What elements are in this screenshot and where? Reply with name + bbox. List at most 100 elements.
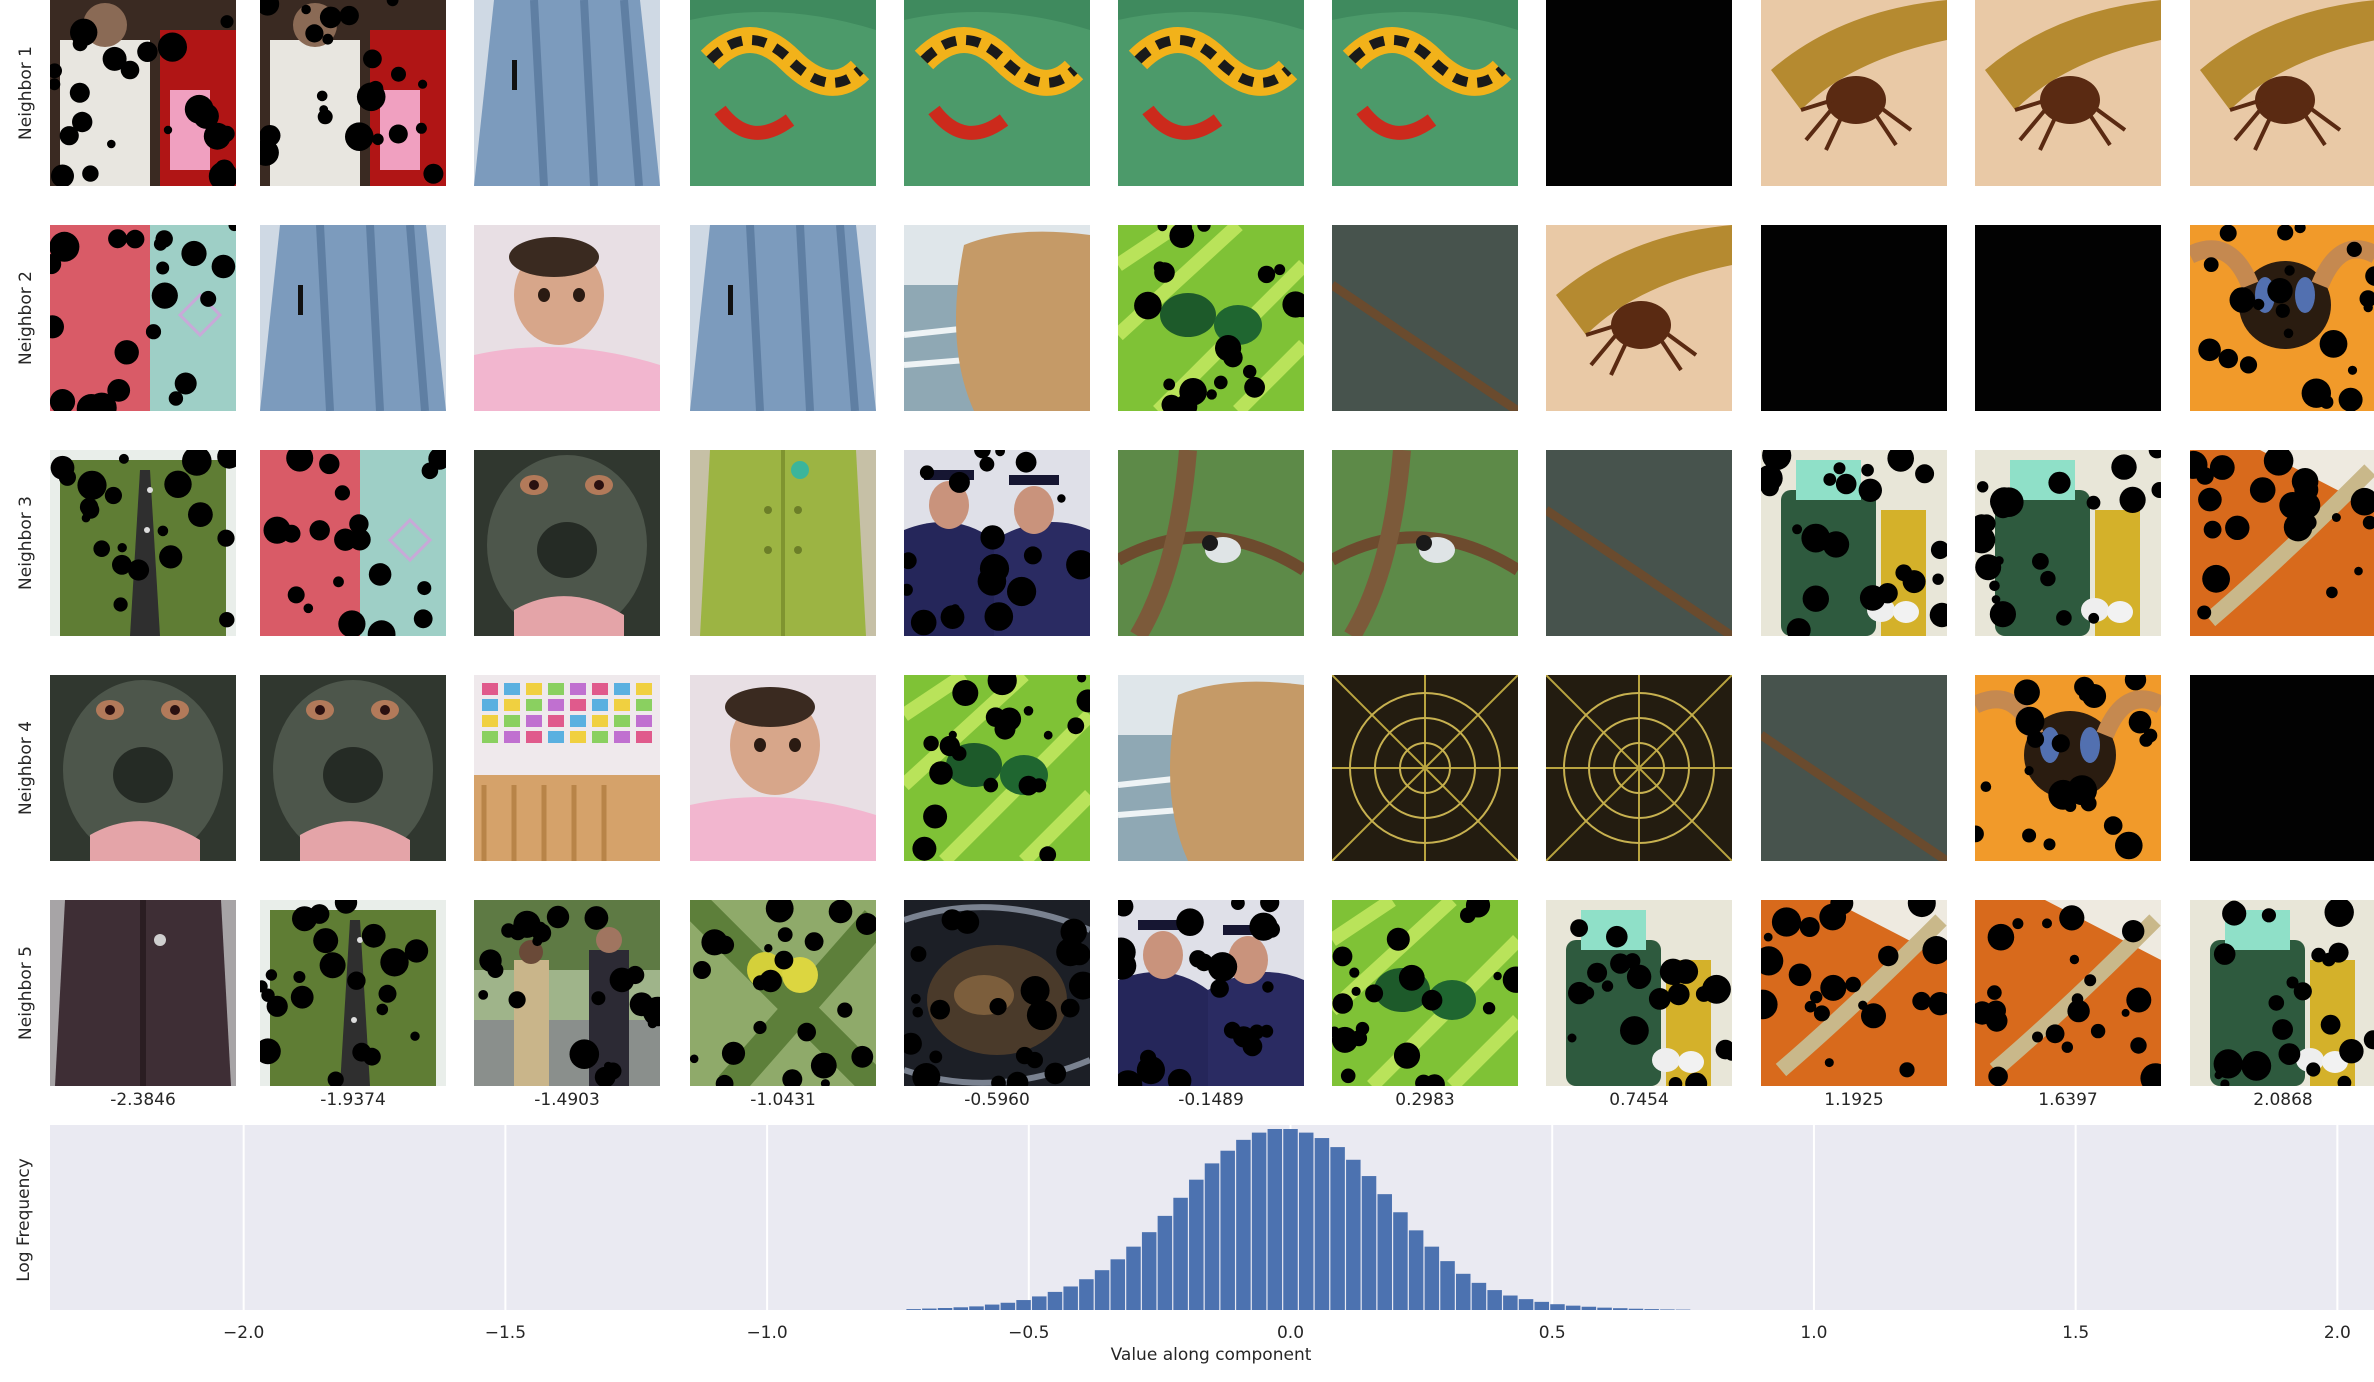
neighbor-thumbnail <box>2190 450 2374 636</box>
masked-photo-feather-on-orange <box>1975 900 2161 1086</box>
neighbor-thumbnail <box>904 0 1090 186</box>
photo-blue-skirt <box>690 225 876 411</box>
histogram-bar <box>984 1304 1000 1310</box>
neighbor-thumbnail <box>1546 0 1732 186</box>
neighbor-thumbnail <box>1761 900 1947 1086</box>
neighbor-thumbnail <box>260 900 446 1086</box>
histogram-bar <box>1393 1212 1408 1310</box>
neighbor-thumbnail <box>50 225 236 411</box>
histogram-bar <box>1157 1215 1173 1310</box>
histogram-bar <box>906 1309 921 1310</box>
black-image <box>1975 225 2161 411</box>
neighbor-thumbnail <box>260 225 446 411</box>
histogram-bar <box>1079 1279 1094 1310</box>
photo-tick-on-finger <box>1975 0 2161 186</box>
masked-photo-bee <box>2190 225 2374 411</box>
photo-salamander-on-leaf <box>1332 0 1518 186</box>
masked-photo-green-beetle <box>1118 225 1304 411</box>
masked-photo-black-bag <box>904 900 1090 1086</box>
x-tick-label: −1.5 <box>485 1323 526 1343</box>
photo-tick-on-finger <box>2190 0 2374 186</box>
histogram-bar <box>1377 1194 1392 1310</box>
neighbor-thumbnail <box>474 0 660 186</box>
masked-photo-fruit-on-branch <box>690 900 876 1086</box>
histogram-bar <box>1047 1291 1063 1310</box>
histogram-bar <box>1628 1308 1644 1310</box>
masked-photo-person-in-robe <box>260 0 446 186</box>
neighbor-thumbnail <box>904 675 1090 861</box>
histogram-bar <box>1141 1232 1157 1310</box>
masked-photo-pink-shirt <box>50 225 236 411</box>
histogram-bar <box>1597 1307 1612 1310</box>
histogram-bar <box>1236 1139 1251 1310</box>
photo-gorilla-face <box>474 450 660 636</box>
photo-baby <box>474 225 660 411</box>
neighbor-thumbnail <box>1546 225 1732 411</box>
x-tick-label: −2.0 <box>223 1323 264 1343</box>
histogram-bar <box>1408 1230 1424 1310</box>
histogram-bar <box>1173 1197 1188 1310</box>
photo-spider-web <box>1332 675 1518 861</box>
masked-photo-bee <box>1975 675 2161 861</box>
column-value: 0.2983 <box>1395 1090 1455 1110</box>
column-value: 1.1925 <box>1824 1090 1884 1110</box>
masked-photo-green-cardigan <box>50 450 236 636</box>
photo-bird-on-branch <box>1332 450 1518 636</box>
histogram-bar <box>1204 1163 1220 1310</box>
neighbor-thumbnail <box>1761 225 1947 411</box>
neighbor-thumbnail <box>1761 0 1947 186</box>
photo-tick-on-finger <box>1761 0 1947 186</box>
histogram-bar <box>1016 1300 1031 1310</box>
neighbor-thumbnail <box>1975 0 2161 186</box>
histogram-bar <box>1550 1304 1565 1310</box>
photo-stick-on-grey <box>1546 450 1732 636</box>
photo-fur-coat <box>50 900 236 1086</box>
photo-salamander-on-leaf <box>904 0 1090 186</box>
photo-nursery-wall <box>474 675 660 861</box>
histogram-bar <box>1063 1286 1078 1310</box>
masked-photo-green-jar <box>1761 450 1947 636</box>
neighbor-thumbnail <box>1975 900 2161 1086</box>
histogram-bar <box>1660 1309 1675 1310</box>
histogram-bar <box>1424 1246 1440 1310</box>
column-value: 1.6397 <box>2038 1090 2098 1110</box>
photo-gorilla-face <box>50 675 236 861</box>
neighbor-thumbnail <box>904 225 1090 411</box>
neighbor-thumbnail <box>1332 225 1518 411</box>
photo-green-coat <box>690 450 876 636</box>
neighbor-thumbnail <box>904 450 1090 636</box>
histogram-bar <box>1565 1305 1581 1310</box>
neighbor-thumbnail <box>1118 675 1304 861</box>
histogram-bar <box>953 1307 969 1310</box>
neighbor-thumbnail <box>50 0 236 186</box>
histogram-bar <box>1220 1150 1235 1310</box>
histogram-bar <box>1471 1282 1487 1310</box>
black-image <box>1546 0 1732 186</box>
x-tick-label: −1.0 <box>746 1323 787 1343</box>
column-value: -1.9374 <box>320 1090 386 1110</box>
column-value: -0.5960 <box>964 1090 1030 1110</box>
neighbor-thumbnail <box>1975 450 2161 636</box>
neighbor-thumbnail <box>1332 450 1518 636</box>
x-tick-label: 2.0 <box>2324 1323 2351 1343</box>
neighbor-thumbnail <box>690 675 876 861</box>
column-value: 0.7454 <box>1609 1090 1669 1110</box>
histogram-bar <box>1361 1176 1377 1310</box>
histogram-bar <box>1000 1302 1016 1310</box>
masked-photo-green-jar <box>1546 900 1732 1086</box>
photo-rock-and-sea <box>1118 675 1304 861</box>
neighbor-thumbnail <box>1975 675 2161 861</box>
histogram-bar <box>1032 1296 1047 1310</box>
masked-photo-graduates <box>1118 900 1304 1086</box>
x-tick-label: 1.5 <box>2062 1323 2089 1343</box>
histogram-bar <box>1581 1306 1597 1310</box>
x-tick-label: 1.0 <box>1800 1323 1827 1343</box>
neighbor-thumbnail <box>2190 0 2374 186</box>
masked-photo-pink-shirt <box>260 450 446 636</box>
histogram-bar <box>1644 1309 1659 1310</box>
neighbor-thumbnail <box>2190 675 2374 861</box>
neighbor-thumbnail <box>1546 450 1732 636</box>
neighbor-thumbnail <box>690 0 876 186</box>
column-value: -1.0431 <box>750 1090 816 1110</box>
